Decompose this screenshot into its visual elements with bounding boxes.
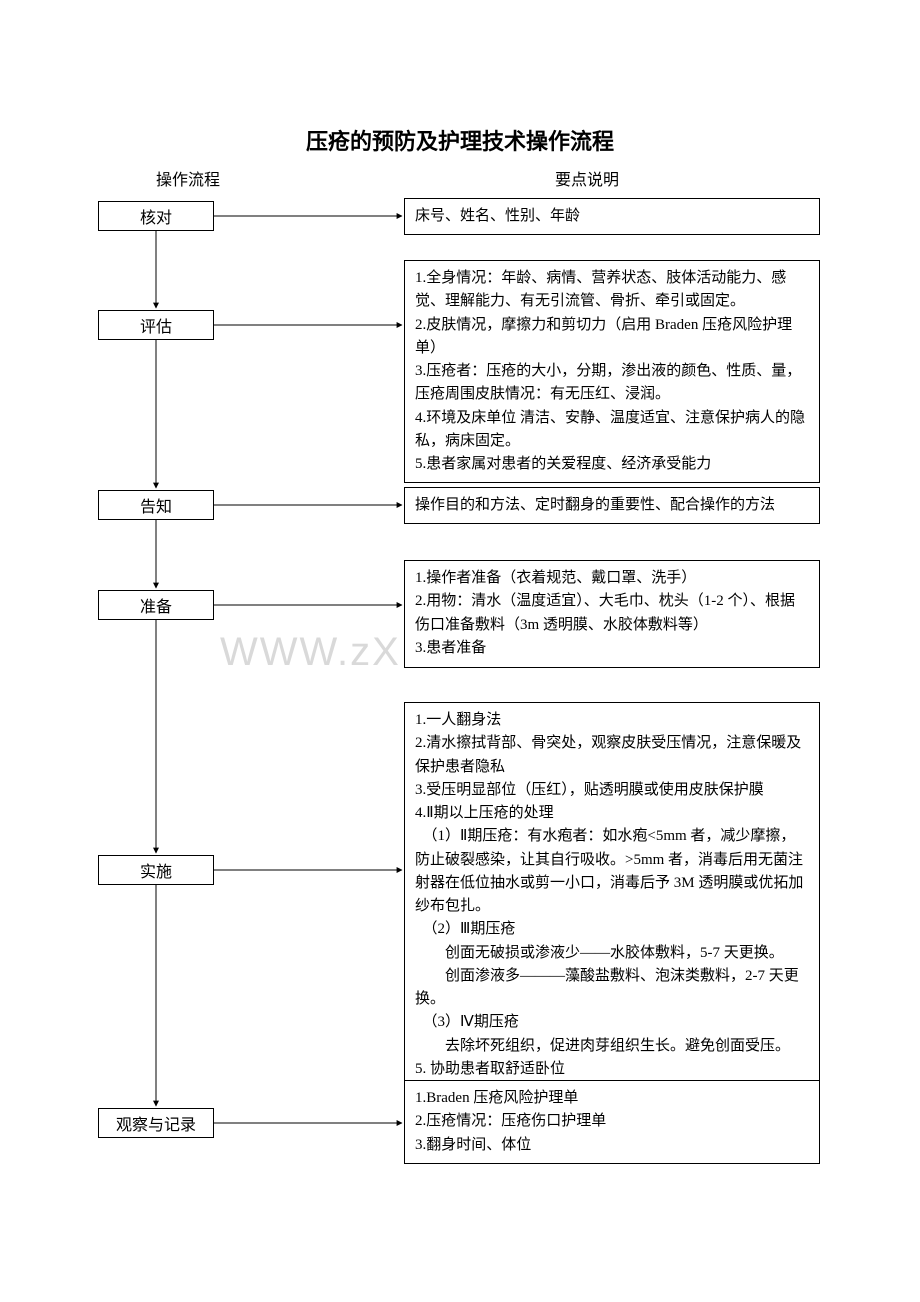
desc-line: 4.环境及床单位 清洁、安静、温度适宜、注意保护病人的隐私，病床固定。: [415, 407, 809, 454]
desc-line: 操作目的和方法、定时翻身的重要性、配合操作的方法: [415, 494, 809, 517]
step-observe: 观察与记录: [98, 1108, 214, 1138]
step-inform: 告知: [98, 490, 214, 520]
page-title: 压疮的预防及护理技术操作流程: [0, 124, 920, 156]
desc-observe: 1.Braden 压疮风险护理单2.压疮情况：压疮伤口护理单3.翻身时间、体位: [404, 1080, 820, 1164]
column-header-left: 操作流程: [156, 166, 220, 190]
desc-line: 1.操作者准备（衣着规范、戴口罩、洗手）: [415, 567, 809, 590]
desc-line: 5.患者家属对患者的关爱程度、经济承受能力: [415, 453, 809, 476]
step-implement: 实施: [98, 855, 214, 885]
desc-line: 5. 协助患者取舒适卧位: [415, 1058, 809, 1081]
desc-line: （2）Ⅲ期压疮: [415, 918, 809, 941]
desc-line: 2.皮肤情况，摩擦力和剪切力（启用 Braden 压疮风险护理单）: [415, 314, 809, 361]
step-assess: 评估: [98, 310, 214, 340]
desc-line: 3.翻身时间、体位: [415, 1134, 809, 1157]
desc-line: （3）Ⅳ期压疮: [415, 1011, 809, 1034]
column-header-right: 要点说明: [555, 166, 619, 190]
desc-prepare: 1.操作者准备（衣着规范、戴口罩、洗手）2.用物：清水（温度适宜）、大毛巾、枕头…: [404, 560, 820, 668]
desc-line: 创面无破损或渗液少——水胶体敷料，5-7 天更换。: [415, 942, 809, 965]
desc-line: （1）Ⅱ期压疮：有水疱者：如水疱<5mm 者，减少摩擦，防止破裂感染，让其自行吸…: [415, 825, 809, 918]
desc-line: 3.受压明显部位（压红），贴透明膜或使用皮肤保护膜: [415, 779, 809, 802]
desc-line: 去除坏死组织，促进肉芽组织生长。避免创面受压。: [415, 1035, 809, 1058]
desc-line: 2.清水擦拭背部、骨突处，观察皮肤受压情况，注意保暖及保护患者隐私: [415, 732, 809, 779]
desc-line: 3.患者准备: [415, 637, 809, 660]
desc-check: 床号、姓名、性别、年龄: [404, 198, 820, 235]
desc-line: 创面渗液多———藻酸盐敷料、泡沫类敷料，2-7 天更换。: [415, 965, 809, 1012]
desc-line: 1.Braden 压疮风险护理单: [415, 1087, 809, 1110]
desc-line: 3.压疮者：压疮的大小，分期，渗出液的颜色、性质、量，压疮周围皮肤情况：有无压红…: [415, 360, 809, 407]
desc-line: 2.压疮情况：压疮伤口护理单: [415, 1110, 809, 1133]
desc-line: 1.全身情况：年龄、病情、营养状态、肢体活动能力、感觉、理解能力、有无引流管、骨…: [415, 267, 809, 314]
desc-inform: 操作目的和方法、定时翻身的重要性、配合操作的方法: [404, 487, 820, 524]
desc-line: 1.一人翻身法: [415, 709, 809, 732]
step-check: 核对: [98, 201, 214, 231]
desc-line: 2.用物：清水（温度适宜）、大毛巾、枕头（1-2 个）、根据伤口准备敷料（3m …: [415, 590, 809, 637]
desc-implement: 1.一人翻身法2.清水擦拭背部、骨突处，观察皮肤受压情况，注意保暖及保护患者隐私…: [404, 702, 820, 1111]
desc-assess: 1.全身情况：年龄、病情、营养状态、肢体活动能力、感觉、理解能力、有无引流管、骨…: [404, 260, 820, 483]
step-prepare: 准备: [98, 590, 214, 620]
desc-line: 4.Ⅱ期以上压疮的处理: [415, 802, 809, 825]
desc-line: 床号、姓名、性别、年龄: [415, 205, 809, 228]
